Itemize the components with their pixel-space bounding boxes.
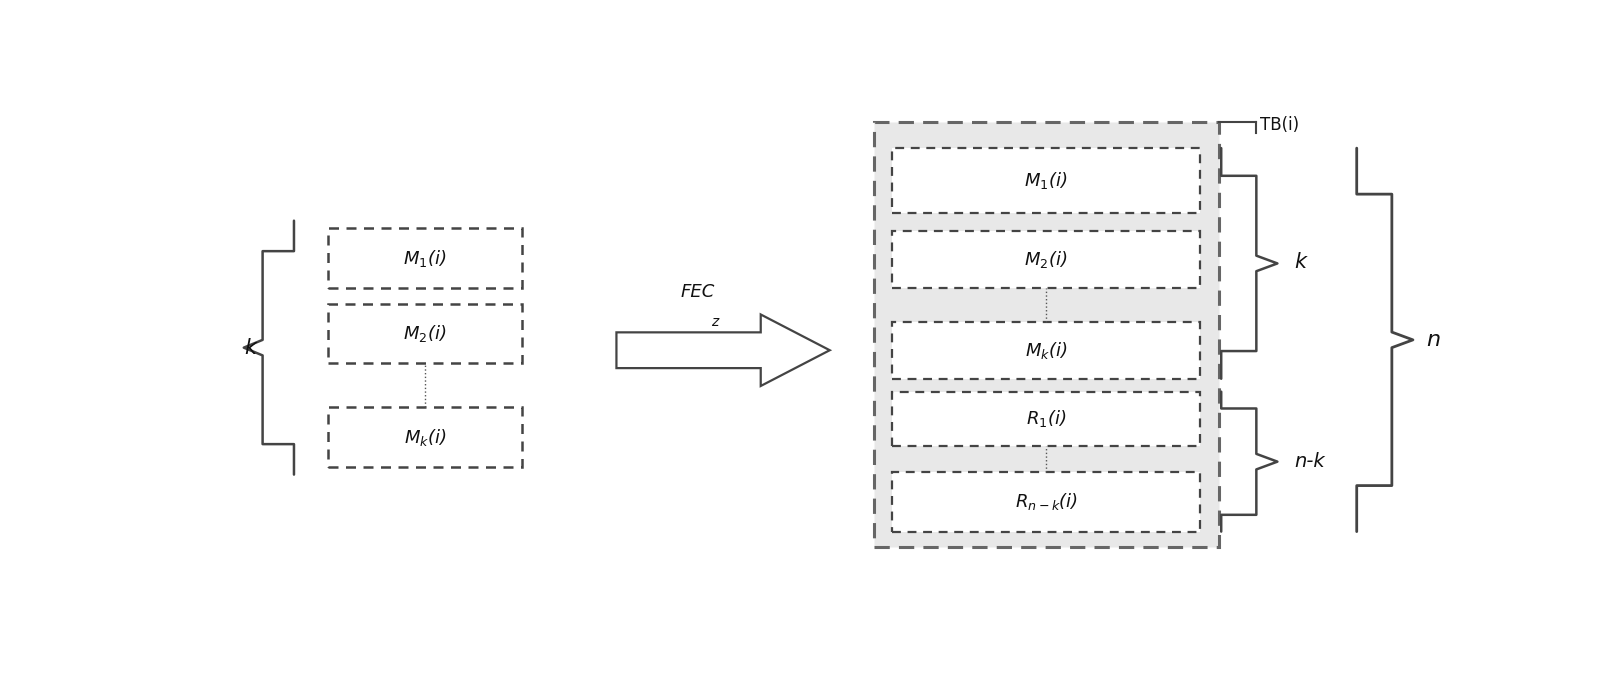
Text: n-k: n-k [1294,452,1324,471]
Bar [892,392,1200,446]
Bar [892,322,1200,379]
Bar [892,231,1200,288]
Bar [892,472,1200,532]
Bar [892,148,1200,213]
Text: k: k [244,338,256,357]
Text: k: k [1294,252,1307,272]
Text: R$_1$(i): R$_1$(i) [1026,409,1067,429]
Text: z: z [711,315,717,329]
Text: M$_k$(i): M$_k$(i) [1025,340,1067,361]
Bar [329,304,523,363]
Text: M$_k$(i): M$_k$(i) [403,427,447,448]
Bar [329,228,523,288]
Text: M$_2$(i): M$_2$(i) [1025,249,1069,270]
Text: R$_{n-k}$(i): R$_{n-k}$(i) [1015,491,1078,512]
Text: FEC: FEC [682,283,716,301]
Text: M$_2$(i): M$_2$(i) [403,323,447,344]
Text: M$_1$(i): M$_1$(i) [1025,170,1069,191]
Bar [874,122,1219,547]
Text: M$_1$(i): M$_1$(i) [403,248,447,269]
Text: TB(i): TB(i) [1260,116,1298,134]
Text: n: n [1426,330,1439,350]
FancyArrow shape [617,314,829,386]
Bar [329,407,523,467]
